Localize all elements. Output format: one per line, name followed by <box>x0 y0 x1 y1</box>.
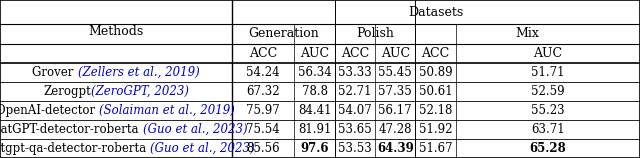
Text: ACC: ACC <box>340 47 369 60</box>
Text: 97.6: 97.6 <box>300 142 329 155</box>
Text: AUC: AUC <box>533 47 563 60</box>
Text: 50.61: 50.61 <box>419 85 452 98</box>
Text: Zerogpt: Zerogpt <box>43 85 91 98</box>
Text: AUC: AUC <box>300 47 329 60</box>
Text: Generation: Generation <box>248 27 319 40</box>
Text: 75.54: 75.54 <box>246 123 280 136</box>
Text: OpenAI-detector: OpenAI-detector <box>0 104 99 117</box>
Text: 53.65: 53.65 <box>338 123 372 136</box>
Text: 64.39: 64.39 <box>377 142 413 155</box>
Text: 51.67: 51.67 <box>419 142 452 155</box>
Text: 53.53: 53.53 <box>338 142 372 155</box>
Text: Chatgpt-qa-detector-roberta: Chatgpt-qa-detector-roberta <box>0 142 150 155</box>
Text: 55.45: 55.45 <box>378 66 412 79</box>
Text: (ZeroGPT, 2023): (ZeroGPT, 2023) <box>91 85 189 98</box>
Text: 51.71: 51.71 <box>531 66 564 79</box>
Text: Datasets: Datasets <box>408 6 463 19</box>
Text: (Guo et al., 2023): (Guo et al., 2023) <box>150 142 255 155</box>
Text: ChatGPT-detector-roberta: ChatGPT-detector-roberta <box>0 123 143 136</box>
Text: 50.89: 50.89 <box>419 66 452 79</box>
Text: 54.07: 54.07 <box>338 104 372 117</box>
Text: (Guo et al., 2023): (Guo et al., 2023) <box>143 123 247 136</box>
Text: ACC: ACC <box>421 47 450 60</box>
Text: Polish: Polish <box>356 27 394 40</box>
Text: 53.33: 53.33 <box>338 66 372 79</box>
Text: 67.32: 67.32 <box>246 85 280 98</box>
Text: 78.8: 78.8 <box>301 85 328 98</box>
Text: 52.59: 52.59 <box>531 85 564 98</box>
Text: 56.34: 56.34 <box>298 66 332 79</box>
Text: 52.18: 52.18 <box>419 104 452 117</box>
Text: 84.41: 84.41 <box>298 104 332 117</box>
Text: (Zellers et al., 2019): (Zellers et al., 2019) <box>77 66 199 79</box>
Text: AUC: AUC <box>381 47 410 60</box>
Text: 54.24: 54.24 <box>246 66 280 79</box>
Text: Grover: Grover <box>33 66 77 79</box>
Text: 75.97: 75.97 <box>246 104 280 117</box>
Text: ACC: ACC <box>249 47 277 60</box>
Text: Mix: Mix <box>516 27 540 40</box>
Text: 85.56: 85.56 <box>246 142 280 155</box>
Text: 57.35: 57.35 <box>378 85 412 98</box>
Text: 65.28: 65.28 <box>529 142 566 155</box>
Text: 63.71: 63.71 <box>531 123 564 136</box>
Text: 55.23: 55.23 <box>531 104 564 117</box>
Text: 56.17: 56.17 <box>378 104 412 117</box>
Text: 47.28: 47.28 <box>378 123 412 136</box>
Text: 51.92: 51.92 <box>419 123 452 136</box>
Text: 81.91: 81.91 <box>298 123 332 136</box>
Text: 52.71: 52.71 <box>338 85 372 98</box>
Text: Methods: Methods <box>88 25 143 38</box>
Text: (Solaiman et al., 2019): (Solaiman et al., 2019) <box>99 104 236 117</box>
